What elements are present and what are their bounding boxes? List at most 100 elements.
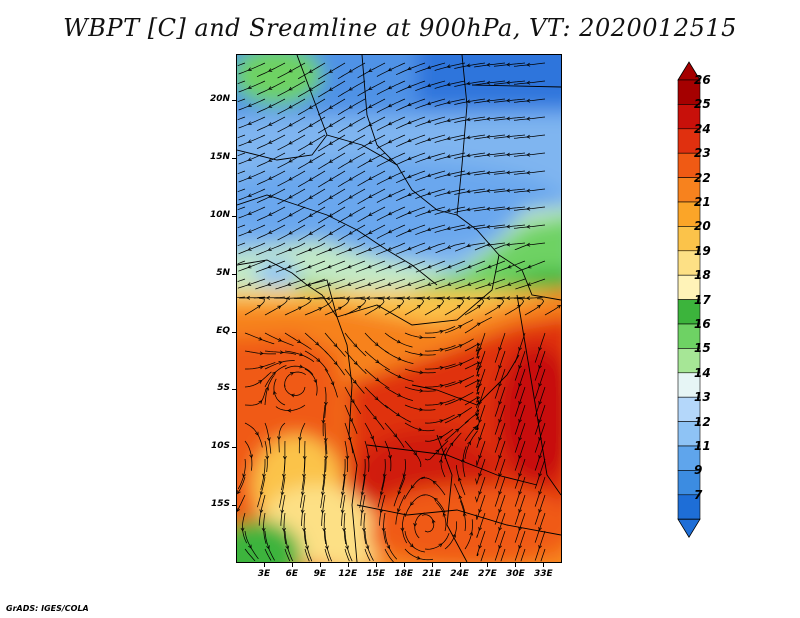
grads-credit: GrADS: IGES/COLA	[6, 604, 89, 613]
streamline	[297, 134, 326, 152]
streamline	[264, 548, 272, 561]
streamline	[364, 368, 390, 389]
streamline-arrow	[426, 173, 431, 178]
streamline	[424, 428, 454, 442]
streamline	[376, 152, 406, 167]
streamline	[364, 422, 378, 452]
streamline-arrow	[328, 69, 333, 73]
streamline-arrow	[516, 304, 522, 309]
streamline	[376, 224, 406, 239]
lon-tick-label: 18E	[394, 569, 413, 579]
streamline	[398, 458, 406, 490]
streamline	[395, 116, 426, 130]
streamline-arrow	[347, 282, 352, 286]
streamline	[244, 548, 256, 562]
streamline-arrow	[321, 491, 325, 496]
streamline-arrow	[278, 361, 283, 365]
streamline-arrow	[486, 80, 491, 85]
streamline	[284, 365, 314, 375]
streamline	[260, 459, 266, 490]
streamline	[444, 319, 474, 334]
streamline	[364, 332, 389, 354]
streamline	[384, 332, 413, 348]
lon-tick-mark	[543, 563, 545, 567]
streamline	[434, 188, 466, 197]
streamline-arrow	[526, 170, 531, 175]
streamline	[295, 278, 326, 290]
streamline	[474, 170, 506, 176]
streamline-arrow	[498, 472, 502, 478]
streamline-arrow	[277, 436, 281, 441]
streamline	[238, 134, 266, 147]
streamline-arrow	[438, 458, 443, 463]
streamline	[444, 375, 475, 388]
streamline-arrow	[527, 282, 532, 286]
streamline-arrow	[379, 491, 384, 496]
streamline	[264, 530, 275, 561]
streamline	[353, 296, 386, 299]
streamline	[373, 296, 406, 299]
streamline-arrow	[387, 175, 392, 180]
streamline	[435, 278, 466, 290]
streamline	[360, 494, 366, 526]
streamline-arrow	[277, 337, 283, 342]
streamline-arrow	[397, 508, 401, 513]
streamline	[357, 98, 386, 115]
lon-tick-label: 27E	[478, 569, 497, 579]
streamline	[433, 296, 466, 299]
streamline	[344, 298, 367, 316]
streamline-arrow	[478, 436, 482, 442]
streamline	[454, 224, 486, 231]
streamline-arrow	[485, 296, 491, 301]
streamline	[304, 300, 333, 316]
streamline-arrow	[407, 120, 412, 125]
streamline-arrow	[396, 412, 401, 417]
streamline-arrow	[259, 351, 264, 356]
streamline	[534, 440, 546, 471]
streamline-arrow	[526, 242, 531, 247]
streamline	[318, 62, 346, 80]
streamline-arrow	[419, 388, 424, 393]
streamline-arrow	[478, 418, 482, 424]
lat-tick-label: 15S	[210, 499, 230, 510]
streamline	[395, 224, 426, 238]
streamline-arrow	[518, 544, 522, 550]
streamline-arrow	[478, 508, 482, 514]
streamline	[395, 242, 426, 255]
streamline	[344, 548, 350, 562]
streamline	[404, 494, 426, 517]
streamline	[277, 152, 306, 169]
streamline-arrow	[247, 211, 252, 215]
streamline	[514, 440, 526, 471]
streamline-arrow	[365, 296, 371, 301]
streamline-arrow	[438, 436, 444, 440]
streamline-arrow	[486, 188, 491, 193]
streamline	[321, 494, 326, 526]
colorbar-value-label: 16	[694, 317, 711, 331]
streamline	[263, 512, 267, 545]
streamline	[436, 502, 447, 532]
streamline	[464, 396, 480, 409]
streamline-arrow	[308, 69, 313, 73]
streamline-arrow	[486, 170, 491, 175]
streamline-arrow	[348, 177, 353, 181]
streamline	[357, 134, 386, 151]
streamline	[316, 242, 346, 256]
wbpt-shading	[237, 55, 561, 562]
streamline-arrow	[400, 527, 405, 532]
streamline	[344, 332, 367, 357]
streamline	[276, 242, 306, 256]
streamline-arrow	[387, 247, 392, 251]
streamline	[318, 80, 346, 98]
streamline	[415, 134, 446, 146]
streamline-arrow	[506, 188, 511, 193]
streamline	[415, 242, 446, 255]
streamline	[256, 188, 286, 204]
colorbar-value-label: 15	[694, 341, 711, 356]
streamline-arrow	[526, 224, 531, 229]
streamline	[238, 116, 266, 129]
streamline-arrow	[247, 193, 252, 197]
streamline	[404, 368, 436, 374]
streamline	[275, 260, 306, 273]
streamline-arrow	[426, 83, 431, 88]
